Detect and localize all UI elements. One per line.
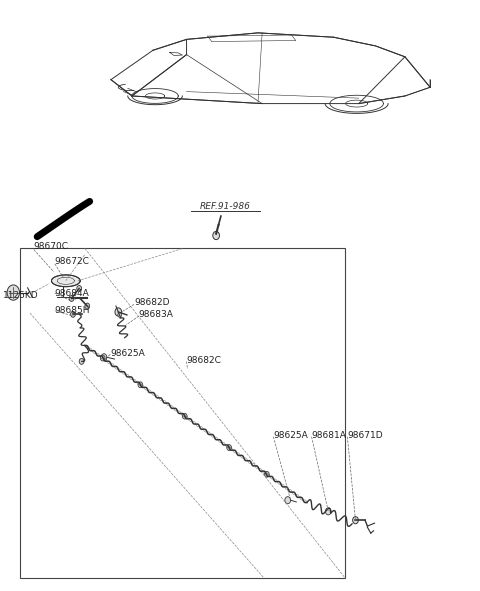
Circle shape — [227, 444, 231, 450]
Text: REF.91-986: REF.91-986 — [200, 202, 251, 212]
Circle shape — [285, 496, 290, 504]
Circle shape — [353, 517, 359, 524]
Circle shape — [79, 358, 84, 364]
Circle shape — [118, 313, 121, 317]
Text: 98681A: 98681A — [312, 431, 347, 440]
Circle shape — [264, 472, 269, 477]
Text: 98682D: 98682D — [134, 298, 169, 307]
Text: 98682C: 98682C — [187, 356, 221, 365]
Bar — [21, 248, 345, 578]
Text: 98683A: 98683A — [139, 310, 174, 319]
Polygon shape — [51, 275, 80, 287]
Circle shape — [115, 308, 121, 316]
Text: 98625A: 98625A — [110, 349, 145, 358]
Text: 98671D: 98671D — [348, 431, 383, 440]
Text: 98625A: 98625A — [274, 431, 308, 440]
Circle shape — [138, 382, 143, 388]
Circle shape — [7, 285, 20, 300]
Circle shape — [182, 413, 187, 419]
Circle shape — [71, 311, 75, 317]
Text: 98684A: 98684A — [55, 288, 90, 298]
Text: 98672C: 98672C — [55, 257, 90, 266]
Text: 98685H: 98685H — [55, 306, 90, 315]
Circle shape — [85, 303, 90, 309]
Text: 98670C: 98670C — [34, 242, 69, 251]
Circle shape — [69, 296, 74, 301]
Circle shape — [101, 354, 107, 361]
Circle shape — [325, 508, 331, 515]
Circle shape — [77, 285, 82, 291]
Circle shape — [213, 232, 219, 239]
Text: 1125KD: 1125KD — [3, 291, 39, 300]
Circle shape — [100, 355, 105, 361]
